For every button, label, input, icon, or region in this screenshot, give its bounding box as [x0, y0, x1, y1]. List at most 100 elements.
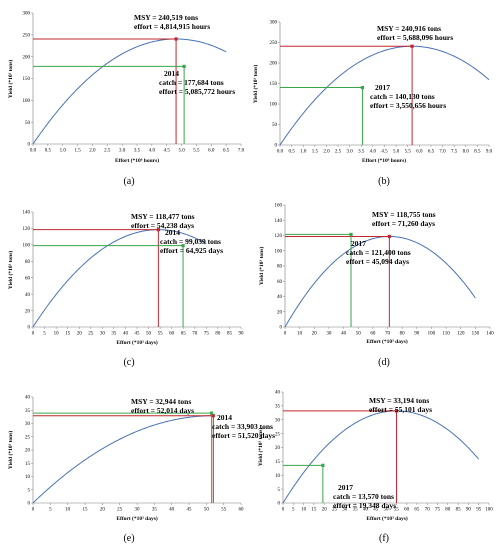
x-tick-label: 0.5	[45, 149, 52, 154]
observed-annotation: catch = 121,400 tons	[346, 248, 411, 257]
chart-panel-c: 0 20 40 60 80 100 120 140 0 5 10 15 20 25 30 35 40 45 50 55…	[7, 211, 244, 368]
msy-annotation: MSY = 32,944 tons	[131, 397, 191, 406]
x-tick-label: 80	[445, 508, 451, 513]
x-tick-label: 65	[181, 332, 187, 337]
x-tick-label: 7.0	[439, 150, 446, 155]
x-tick-label: 6.5	[223, 149, 230, 154]
x-tick-label: 0	[282, 508, 285, 513]
x-axis-title: Effort (*10³ days)	[366, 338, 408, 345]
x-tick-label: 5	[43, 332, 46, 337]
chart-panel-b: 0 50 100 150 200 250 300 0.0 0.5 1.0 1.5 2.0 2.5 3.0 3…	[252, 21, 493, 187]
y-axis-title: Yield (*10³ tons)	[258, 247, 265, 286]
surplus-production-curve	[32, 229, 207, 328]
y-tick-label: 140	[275, 219, 283, 224]
x-tick-label: 50	[204, 508, 210, 513]
chart-panel-f: 0 5 10 15 20 25 30 35 40 0 5 10 15 20 25 30 35 40 45 50 55 60…	[257, 391, 493, 544]
x-tick-label: 4.5	[164, 149, 171, 154]
x-tick-label: 30	[135, 508, 141, 513]
y-tick-label: 100	[270, 103, 278, 108]
msy-annotation: effort = 4,814,915 hours	[134, 22, 210, 31]
y-axis-title: Yield (*10³ tons)	[7, 431, 14, 470]
observed-point	[349, 232, 353, 237]
x-tick-label: 2.0	[89, 149, 96, 154]
y-tick-label: 0	[28, 502, 31, 507]
surplus-production-curve	[32, 415, 214, 504]
x-tick-label: 25	[117, 508, 123, 513]
x-tick-label: 4.0	[370, 150, 377, 155]
x-tick-label: 0	[32, 332, 35, 337]
x-tick-label: 8.5	[474, 150, 481, 155]
x-tick-label: 90	[414, 332, 420, 337]
x-tick-label: 2.5	[335, 150, 342, 155]
x-tick-label: 15	[65, 332, 71, 337]
x-tick-label: 35	[111, 332, 117, 337]
y-tick-label: 40	[275, 391, 281, 396]
x-tick-label: 7.0	[238, 149, 245, 154]
x-tick-label: 80	[400, 332, 406, 337]
x-tick-label: 40	[341, 332, 347, 337]
x-tick-label: 70	[425, 508, 431, 513]
msy-annotation: effort = 55,101 days	[369, 405, 432, 414]
observed-year-label: 2017	[375, 83, 390, 92]
msy-annotation: effort = 52,014 days	[131, 406, 194, 415]
y-tick-label: 80	[277, 265, 283, 270]
surplus-production-curve	[282, 410, 480, 504]
chart-panel-a: 0 50 100 150 200 250 300 0.0 0.5 1.0 1.5 2.0 2.5 3.0 3…	[7, 12, 245, 187]
msy-annotation: effort = 5,688,096 hours	[377, 33, 453, 42]
x-tick-label: 50	[146, 332, 152, 337]
x-tick-label: 40	[169, 508, 175, 513]
x-tick-label: 15	[311, 508, 317, 513]
y-tick-label: 100	[23, 244, 31, 249]
x-tick-label: 10	[297, 332, 303, 337]
x-tick-label: 100	[428, 332, 436, 337]
x-tick-label: 55	[158, 332, 164, 337]
msy-point	[211, 414, 215, 418]
y-axis-title: Yield (*10³ tons)	[257, 428, 264, 467]
x-tick-label: 60	[404, 508, 410, 513]
y-tick-label: 10	[275, 474, 281, 479]
x-tick-label: 60	[169, 332, 175, 337]
x-tick-label: 25	[88, 332, 94, 337]
observed-annotation: catch = 99,039 tons	[160, 237, 221, 246]
x-tick-label: 1.0	[300, 150, 307, 155]
observed-year-label: 2014	[217, 413, 232, 422]
x-tick-label: 15	[83, 508, 89, 513]
y-tick-label: 0	[275, 144, 278, 149]
y-tick-label: 40	[277, 295, 283, 300]
observed-annotation: effort = 45,094 days	[346, 257, 409, 266]
x-tick-label: 20	[100, 508, 106, 513]
x-tick-label: 20	[322, 508, 328, 513]
x-tick-label: 2.5	[104, 149, 111, 154]
y-tick-label: 15	[25, 462, 31, 467]
y-tick-label: 5	[28, 488, 31, 493]
y-tick-label: 20	[275, 446, 281, 451]
x-tick-label: 9.0	[486, 150, 493, 155]
observed-year-label: 2014	[165, 228, 180, 237]
x-axis-title: Effort (*10³ days)	[116, 515, 158, 522]
x-tick-label: 3.0	[347, 150, 354, 155]
msy-annotation: MSY = 118,755 tons	[372, 210, 436, 219]
x-tick-label: 0.0	[30, 149, 37, 154]
panel-label: (c)	[123, 357, 134, 368]
x-tick-label: 1.5	[312, 150, 319, 155]
x-axis-title: Effort (*10³ days)	[116, 339, 158, 346]
x-tick-label: 35	[152, 508, 158, 513]
x-tick-label: 1.0	[60, 149, 67, 154]
x-tick-label: 60	[239, 508, 245, 513]
x-tick-label: 40	[123, 332, 129, 337]
x-tick-label: 10	[54, 332, 60, 337]
observed-annotation: catch = 177,684 tons	[159, 78, 224, 87]
x-tick-label: 95	[476, 508, 482, 513]
x-tick-label: 90	[239, 332, 245, 337]
x-axis-title: Effort (*10³ days)	[366, 515, 408, 522]
y-tick-label: 50	[25, 121, 31, 126]
x-tick-label: 4.0	[149, 149, 156, 154]
x-tick-label: 90	[466, 508, 472, 513]
x-tick-label: 85	[227, 332, 233, 337]
y-tick-label: 40	[25, 293, 31, 298]
y-tick-label: 60	[277, 280, 283, 285]
x-tick-label: 50	[356, 332, 362, 337]
panel-label: (f)	[379, 533, 389, 544]
x-tick-label: 30	[100, 332, 106, 337]
